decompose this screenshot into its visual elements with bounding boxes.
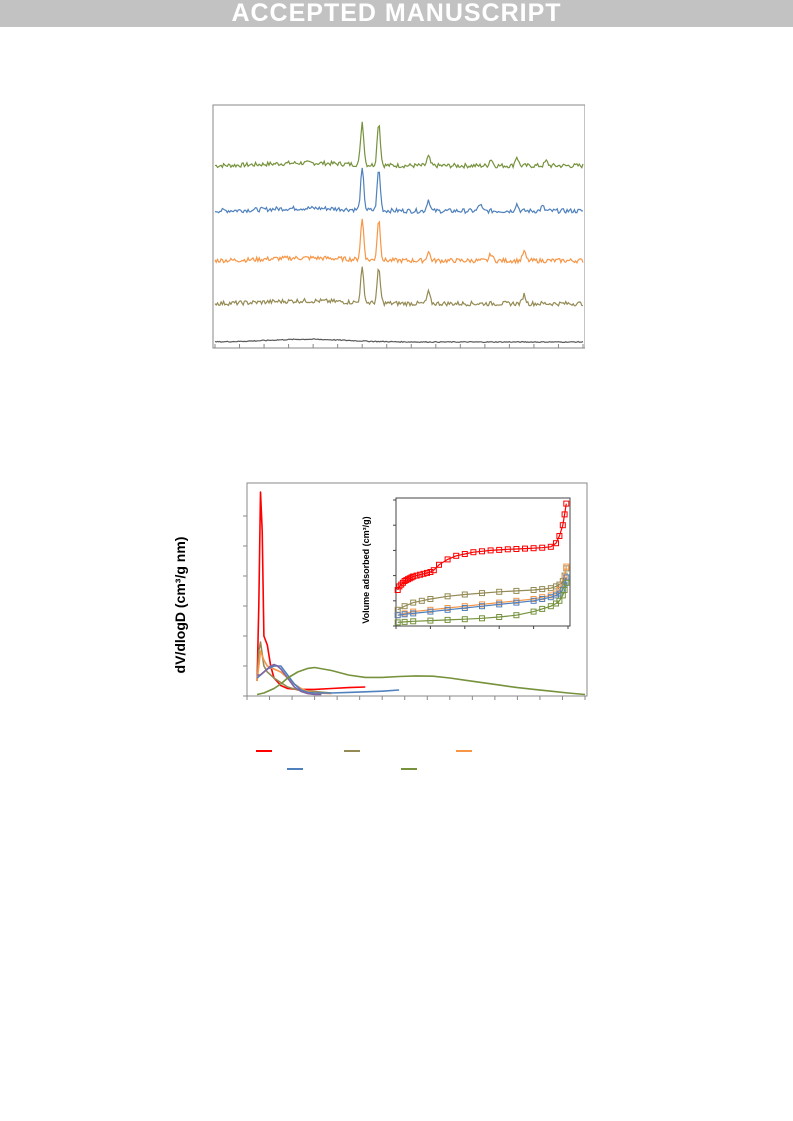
banner-text: ACCEPTED MANUSCRIPT bbox=[231, 0, 562, 27]
inset-marker bbox=[513, 612, 520, 619]
xrd-chart bbox=[212, 104, 585, 349]
inset-marker bbox=[444, 606, 451, 613]
inset-marker bbox=[427, 569, 434, 575]
inset-marker bbox=[401, 611, 408, 618]
inset-marker bbox=[430, 567, 437, 574]
inset-marker bbox=[487, 547, 494, 554]
inset-marker bbox=[398, 581, 405, 588]
inset-marker bbox=[417, 571, 424, 578]
inset-marker bbox=[479, 590, 485, 597]
pore-size-chart: Volume adsorbed (cm³/g) bbox=[243, 482, 588, 700]
inset-marker bbox=[410, 573, 417, 580]
inset-marker bbox=[479, 603, 485, 610]
inset-marker bbox=[444, 616, 451, 623]
inset-marker bbox=[496, 601, 503, 608]
inset-marker bbox=[563, 563, 570, 570]
inset-marker bbox=[553, 592, 559, 599]
inset-marker bbox=[427, 617, 434, 624]
inset-marker bbox=[539, 605, 546, 612]
inset-marker bbox=[530, 587, 537, 593]
inset-marker bbox=[479, 548, 485, 555]
inset-marker bbox=[539, 586, 546, 593]
inset-marker bbox=[553, 583, 559, 590]
inset-marker bbox=[547, 543, 554, 550]
xrd-series-group bbox=[214, 121, 584, 344]
inset-marker bbox=[479, 615, 485, 622]
inset-marker bbox=[444, 556, 451, 563]
inset-marker bbox=[436, 561, 442, 568]
inset-marker bbox=[394, 619, 401, 626]
inset-marker bbox=[496, 546, 503, 553]
xrd-series-line bbox=[214, 266, 584, 308]
inset-marker bbox=[461, 551, 468, 557]
inset-marker bbox=[444, 593, 451, 600]
xrd-x-ticks bbox=[214, 344, 584, 348]
inset-marker bbox=[394, 587, 401, 593]
xrd-series-line bbox=[214, 121, 584, 170]
inset-marker bbox=[496, 588, 503, 595]
inset-marker bbox=[420, 570, 427, 577]
inset-marker bbox=[561, 511, 568, 518]
psd-plot-frame bbox=[246, 482, 588, 697]
inset-marker bbox=[563, 579, 570, 586]
inset-marker bbox=[424, 569, 430, 576]
inset-marker bbox=[410, 610, 417, 617]
inset-marker bbox=[513, 599, 520, 606]
inset-marker bbox=[406, 575, 413, 582]
inset-marker bbox=[559, 522, 566, 529]
inset-marker bbox=[530, 597, 537, 604]
inset-marker bbox=[513, 546, 520, 552]
inset-marker bbox=[470, 549, 477, 556]
inset-marker bbox=[418, 597, 425, 604]
inset-marker bbox=[461, 616, 468, 623]
accepted-manuscript-banner: ACCEPTED MANUSCRIPT bbox=[0, 0, 793, 27]
inset-marker bbox=[530, 608, 537, 615]
psd-y-axis-label: dV/dlogD (cm³/g nm) bbox=[172, 536, 188, 674]
inset-marker bbox=[522, 545, 528, 552]
inset-series-line bbox=[397, 582, 567, 623]
inset-y-axis-label: Volume adsorbed (cm³/g) bbox=[361, 516, 371, 623]
psd-series-group bbox=[256, 491, 586, 696]
inset-marker bbox=[556, 597, 563, 604]
inset-marker bbox=[461, 591, 468, 598]
inset-marker bbox=[553, 540, 559, 547]
psd-series-line bbox=[257, 663, 322, 696]
inset-marker bbox=[453, 552, 460, 559]
inset-marker bbox=[561, 587, 568, 593]
psd-axes bbox=[243, 515, 586, 700]
inset-marker bbox=[556, 590, 563, 597]
xrd-series-line bbox=[214, 167, 584, 215]
inset-marker bbox=[427, 608, 434, 615]
psd-series-line bbox=[256, 666, 586, 696]
inset-marker bbox=[410, 599, 417, 606]
inset-marker bbox=[427, 596, 434, 602]
inset-marker bbox=[396, 583, 403, 590]
isotherm-inset: Volume adsorbed (cm³/g) bbox=[361, 497, 571, 629]
inset-marker bbox=[539, 544, 546, 551]
inset-marker bbox=[504, 546, 511, 553]
inset-marker bbox=[530, 545, 537, 552]
inset-marker bbox=[401, 618, 408, 625]
inset-marker bbox=[394, 612, 401, 619]
inset-marker bbox=[556, 533, 563, 539]
inset-marker bbox=[401, 603, 408, 610]
inset-marker bbox=[461, 605, 468, 611]
xrd-plot-frame bbox=[212, 104, 585, 349]
inset-marker bbox=[410, 618, 417, 625]
xrd-series-line bbox=[214, 338, 584, 344]
psd-series-line bbox=[256, 491, 366, 691]
xrd-series-line bbox=[214, 218, 584, 265]
inset-marker bbox=[496, 614, 503, 620]
inset-marker bbox=[539, 596, 546, 602]
inset-marker bbox=[513, 587, 520, 594]
inset-marker bbox=[413, 572, 420, 579]
inset-marker bbox=[563, 500, 570, 507]
